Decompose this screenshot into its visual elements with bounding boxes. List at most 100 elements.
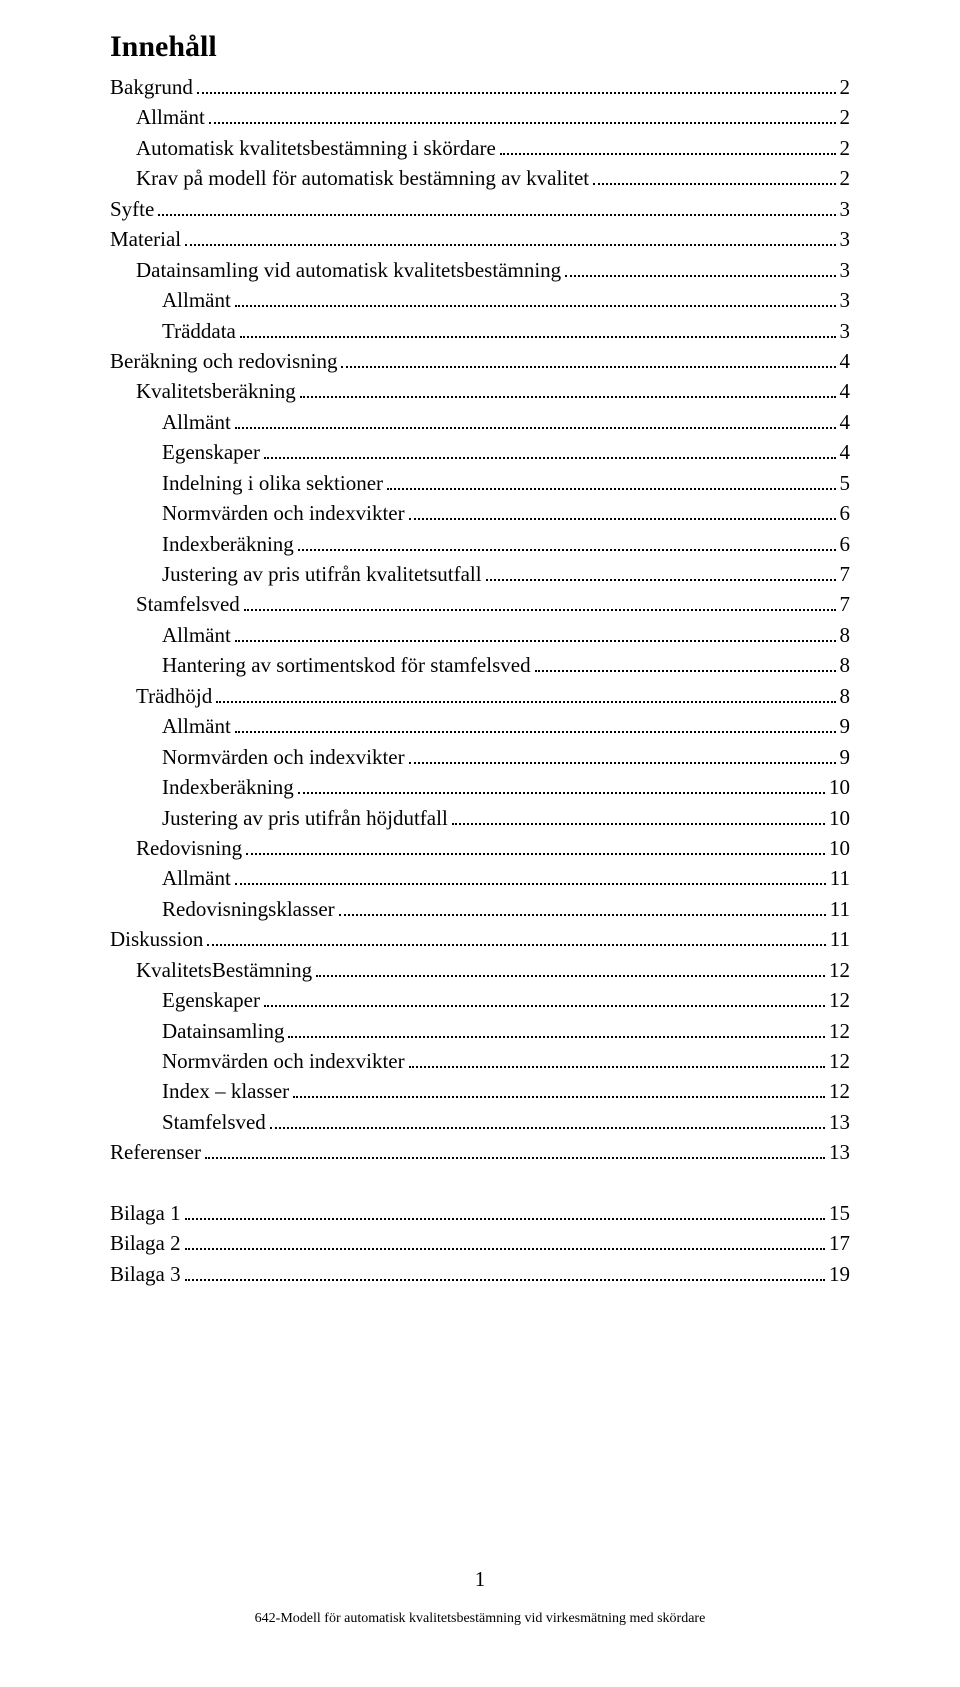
toc-entry-label: Index – klasser bbox=[162, 1076, 289, 1106]
toc-entry-page: 9 bbox=[840, 711, 851, 741]
toc-leader-dots bbox=[216, 689, 835, 703]
toc-entry-label: Indelning i olika sektioner bbox=[162, 468, 383, 498]
toc-leader-dots bbox=[197, 80, 836, 94]
toc-entry-page: 3 bbox=[840, 224, 851, 254]
toc-entry: Diskussion11 bbox=[110, 924, 850, 954]
toc-entry-page: 3 bbox=[840, 316, 851, 346]
toc-leader-dots bbox=[288, 1024, 825, 1038]
toc-entry-page: 8 bbox=[840, 620, 851, 650]
toc-entry-label: Normvärden och indexvikter bbox=[162, 742, 405, 772]
toc-leader-dots bbox=[185, 1267, 825, 1281]
toc-entry-page: 9 bbox=[840, 742, 851, 772]
toc-entry: Kvalitetsberäkning 4 bbox=[110, 376, 850, 406]
toc-entry-label: Bilaga 1 bbox=[110, 1198, 181, 1228]
toc-entry: Egenskaper12 bbox=[110, 985, 850, 1015]
toc-entry: Material 3 bbox=[110, 224, 850, 254]
toc-entry-label: Bilaga 3 bbox=[110, 1259, 181, 1289]
toc-entry-page: 6 bbox=[840, 529, 851, 559]
toc-leader-dots bbox=[298, 537, 836, 551]
toc-leader-dots bbox=[207, 933, 825, 947]
toc-leader-dots bbox=[387, 476, 835, 490]
toc-entry-label: Indexberäkning bbox=[162, 529, 294, 559]
toc-entry-page: 7 bbox=[840, 589, 851, 619]
toc-entry: Allmänt11 bbox=[110, 863, 850, 893]
toc-entry-label: Datainsamling vid automatisk kvalitetsbe… bbox=[136, 255, 561, 285]
toc-leader-dots bbox=[158, 202, 835, 216]
toc-leader-dots bbox=[185, 1237, 825, 1251]
toc-entry-page: 10 bbox=[829, 803, 850, 833]
toc-entry-label: Bilaga 2 bbox=[110, 1228, 181, 1258]
toc-entry: Träddata 3 bbox=[110, 316, 850, 346]
toc-leader-dots bbox=[486, 567, 836, 581]
document-page: Innehåll Bakgrund2Allmänt2Automatisk kva… bbox=[0, 0, 960, 1687]
toc-leader-dots bbox=[205, 1146, 825, 1160]
toc-entry-label: Stamfelsved bbox=[136, 589, 240, 619]
toc-entry-label: KvalitetsBestämning bbox=[136, 955, 312, 985]
toc-entry-page: 10 bbox=[829, 772, 850, 802]
page-number: 1 bbox=[0, 1567, 960, 1592]
toc-entry-page: 3 bbox=[840, 255, 851, 285]
toc-leader-dots bbox=[209, 111, 836, 125]
toc-spacer bbox=[110, 1168, 850, 1198]
toc-entry-label: Referenser bbox=[110, 1137, 201, 1167]
toc-entry-label: Kvalitetsberäkning bbox=[136, 376, 296, 406]
toc-entry: Indexberäkning 6 bbox=[110, 529, 850, 559]
toc-entry-page: 4 bbox=[840, 376, 851, 406]
toc-entry: Stamfelsved 7 bbox=[110, 589, 850, 619]
toc-entry: Allmänt 9 bbox=[110, 711, 850, 741]
toc-entry-label: Redovisning bbox=[136, 833, 242, 863]
toc-leader-dots bbox=[593, 172, 835, 186]
toc-entry: Automatisk kvalitetsbestämning i skördar… bbox=[110, 133, 850, 163]
toc-leader-dots bbox=[316, 963, 825, 977]
toc-entry-label: Normvärden och indexvikter bbox=[162, 1046, 405, 1076]
toc-title: Innehåll bbox=[110, 30, 850, 64]
toc-entry: Index – klasser 12 bbox=[110, 1076, 850, 1106]
toc-leader-dots bbox=[235, 415, 836, 429]
toc-entry-page: 13 bbox=[829, 1107, 850, 1137]
toc-entry-label: Trädhöjd bbox=[136, 681, 212, 711]
toc-entry-label: Allmänt bbox=[162, 711, 231, 741]
toc-entry-label: Automatisk kvalitetsbestämning i skördar… bbox=[136, 133, 496, 163]
toc-entry-label: Indexberäkning bbox=[162, 772, 294, 802]
toc-leader-dots bbox=[298, 781, 825, 795]
toc-entry-page: 5 bbox=[840, 468, 851, 498]
toc-entry-label: Stamfelsved bbox=[162, 1107, 266, 1137]
toc-entry: Justering av pris utifrån höjdutfall 10 bbox=[110, 803, 850, 833]
toc-entry-page: 12 bbox=[829, 1076, 850, 1106]
toc-entry-label: Allmänt bbox=[162, 620, 231, 650]
toc-leader-dots bbox=[235, 628, 836, 642]
toc-entry-page: 15 bbox=[829, 1198, 850, 1228]
toc-entry-label: Material bbox=[110, 224, 181, 254]
toc-entry-label: Normvärden och indexvikter bbox=[162, 498, 405, 528]
toc-entry: Justering av pris utifrån kvalitetsutfal… bbox=[110, 559, 850, 589]
toc-entry-label: Bakgrund bbox=[110, 72, 193, 102]
toc-entry-label: Datainsamling bbox=[162, 1016, 284, 1046]
toc-leader-dots bbox=[535, 659, 836, 673]
toc-entry-label: Egenskaper bbox=[162, 985, 260, 1015]
toc-entry-page: 12 bbox=[829, 1016, 850, 1046]
toc-entry: Hantering av sortimentskod för stamfelsv… bbox=[110, 650, 850, 680]
toc-leader-dots bbox=[264, 994, 825, 1008]
toc-entry-label: Justering av pris utifrån höjdutfall bbox=[162, 803, 448, 833]
toc-entry-page: 8 bbox=[840, 681, 851, 711]
toc-entry: Bilaga 2 17 bbox=[110, 1228, 850, 1258]
toc-entry: Stamfelsved 13 bbox=[110, 1107, 850, 1137]
toc-leader-dots bbox=[240, 324, 836, 338]
toc-entry-label: Träddata bbox=[162, 316, 236, 346]
toc-leader-dots bbox=[235, 872, 826, 886]
toc-leader-dots bbox=[185, 1206, 825, 1220]
toc-entry: Beräkning och redovisning4 bbox=[110, 346, 850, 376]
toc-entry-page: 17 bbox=[829, 1228, 850, 1258]
toc-entry: Allmänt 8 bbox=[110, 620, 850, 650]
toc-entry: Datainsamling 12 bbox=[110, 1016, 850, 1046]
toc-entry-label: Redovisningsklasser bbox=[162, 894, 335, 924]
toc-entry-label: Beräkning och redovisning bbox=[110, 346, 337, 376]
toc-entry-page: 2 bbox=[840, 72, 851, 102]
toc-leader-dots bbox=[339, 902, 826, 916]
toc-entry-label: Allmänt bbox=[162, 285, 231, 315]
toc-leader-dots bbox=[235, 294, 836, 308]
toc-entry-page: 10 bbox=[829, 833, 850, 863]
toc-entry-label: Allmänt bbox=[162, 407, 231, 437]
toc-leader-dots bbox=[409, 1054, 825, 1068]
toc-entry-label: Justering av pris utifrån kvalitetsutfal… bbox=[162, 559, 482, 589]
